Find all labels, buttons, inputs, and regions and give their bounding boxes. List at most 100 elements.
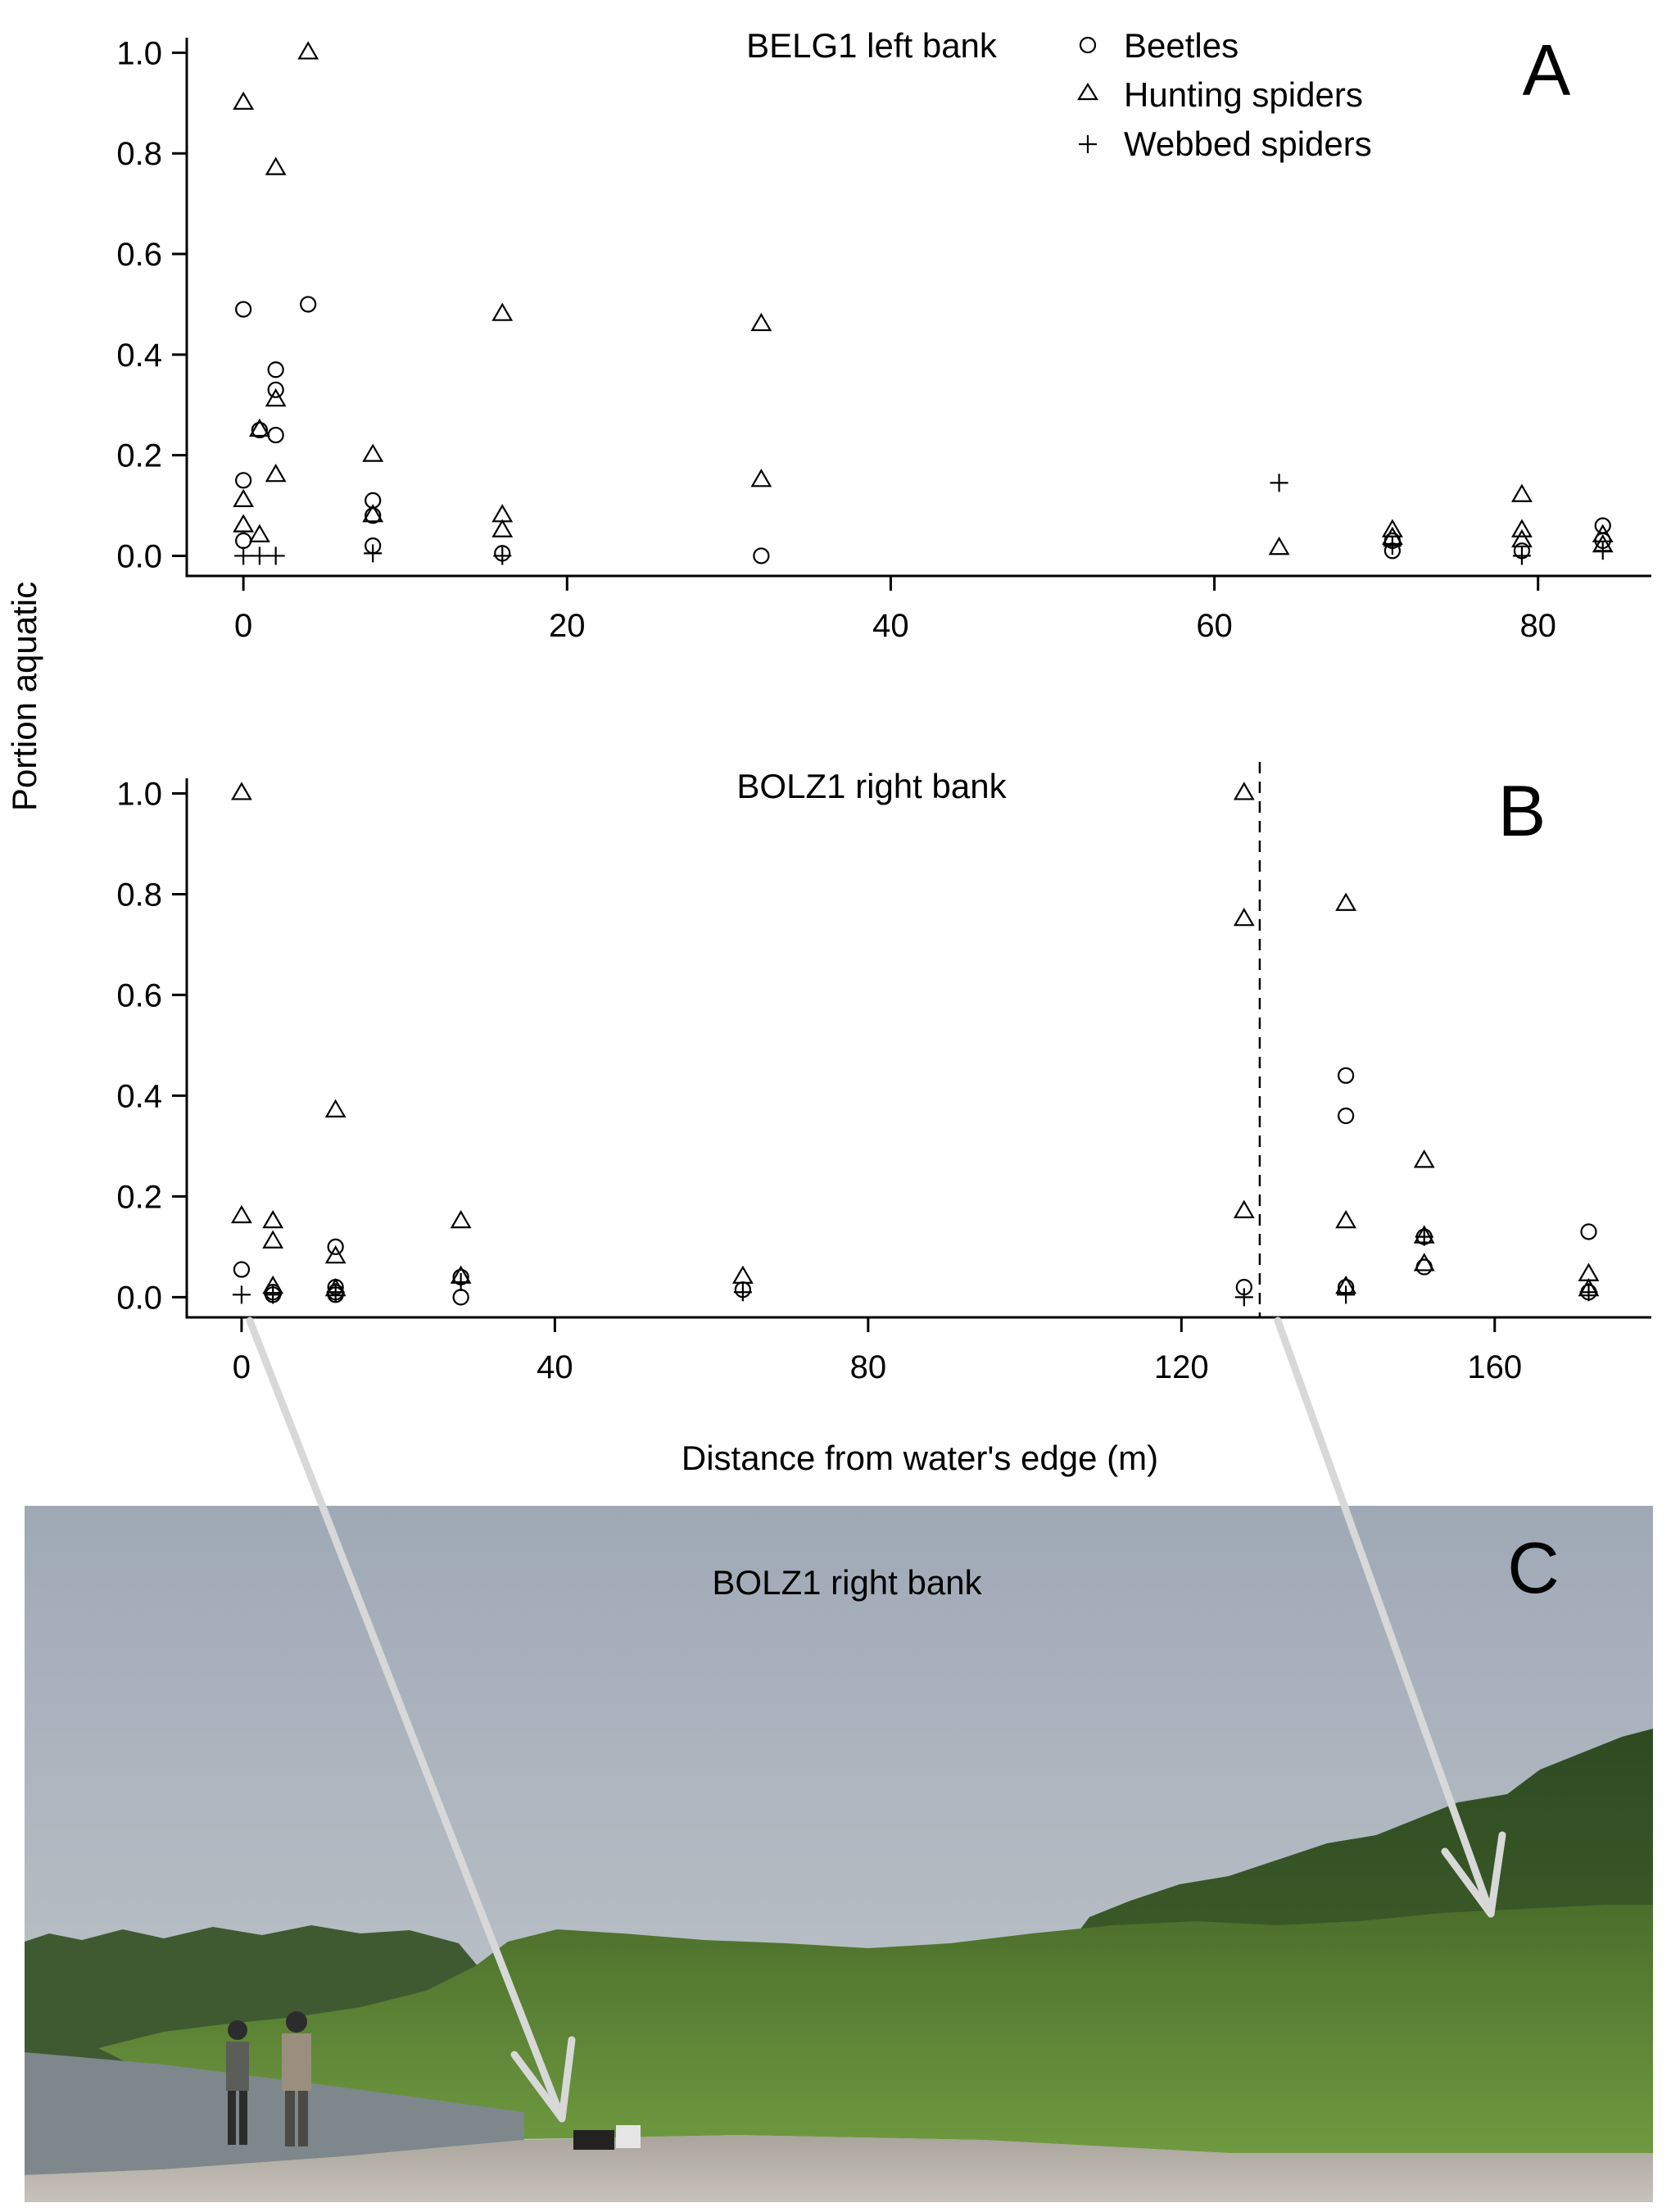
hunting-spiders-point bbox=[265, 388, 287, 407]
panel-a-x-ticks: 0 20 40 60 80 bbox=[234, 576, 1556, 644]
webbed-spiders-point bbox=[1270, 474, 1288, 492]
beetles-point bbox=[235, 532, 252, 550]
hunting-spiders-point bbox=[1592, 524, 1614, 542]
panel-a-title: BELG1 left bank bbox=[746, 26, 998, 65]
webbed-spiders-point bbox=[733, 1283, 752, 1302]
webbed-spiders-point bbox=[451, 1272, 470, 1291]
y-tick-label: 0.4 bbox=[116, 1078, 162, 1114]
hunting-spiders-point bbox=[1511, 528, 1533, 548]
y-tick-label: 0.0 bbox=[116, 1280, 162, 1316]
y-axis-title: Portion aquatic bbox=[5, 582, 43, 811]
hunting-spiders-point bbox=[1233, 907, 1255, 927]
panel-b-marks bbox=[231, 782, 1600, 1307]
hunting-spiders-point bbox=[1578, 1262, 1600, 1281]
beetles-point bbox=[1580, 1223, 1597, 1240]
beetles-point bbox=[251, 421, 269, 439]
hunting-spiders-point bbox=[491, 302, 514, 321]
hunting-spiders-point bbox=[491, 504, 514, 523]
webbed-spiders-point bbox=[1415, 1227, 1433, 1246]
beetles-point bbox=[267, 361, 284, 378]
hunting-spiders-point bbox=[362, 443, 384, 462]
panel-a-y-ticks: 0.0 0.2 0.4 0.6 0.8 1.0 bbox=[116, 35, 187, 574]
hunting-spiders-point bbox=[362, 504, 384, 523]
beetles-point bbox=[452, 1289, 469, 1306]
photo-people bbox=[226, 2011, 311, 2146]
photo-gravel-bar bbox=[25, 2135, 1653, 2202]
panel-c-letter: C bbox=[1507, 1527, 1560, 1608]
x-tick-label: 40 bbox=[872, 608, 909, 644]
y-tick-label: 0.6 bbox=[116, 237, 162, 273]
hunting-spiders-point bbox=[1511, 483, 1533, 502]
webbed-spiders-point bbox=[1512, 546, 1531, 565]
hunting-spiders-point bbox=[265, 464, 287, 483]
hunting-spiders-point bbox=[248, 524, 270, 542]
beetles-point bbox=[235, 301, 252, 318]
webbed-spiders-point bbox=[1337, 1285, 1356, 1304]
hunting-spiders-point bbox=[1413, 1149, 1435, 1168]
beetles-point bbox=[300, 296, 317, 313]
webbed-spiders-point bbox=[364, 544, 383, 563]
y-tick-label: 1.0 bbox=[116, 35, 162, 71]
beetles-point bbox=[1338, 1067, 1355, 1084]
panel-b-chart: 0.0 0.2 0.4 0.6 0.8 1.0 0 40 80 120 160 BOLZ1 rig… bbox=[116, 762, 1651, 1385]
panel-a-letter: A bbox=[1523, 29, 1571, 111]
panel-a-marks bbox=[233, 41, 1614, 565]
hunting-spiders-point bbox=[233, 488, 255, 507]
hunting-spiders-point bbox=[1381, 519, 1403, 537]
hunting-spiders-point bbox=[233, 91, 255, 110]
beetles-point bbox=[235, 472, 252, 489]
arrow-to-forest-edge-head bbox=[1441, 1831, 1506, 1918]
hunting-spiders-point bbox=[262, 1230, 284, 1249]
webbed-spiders-point bbox=[266, 546, 285, 565]
arrow-to-waters-edge-head bbox=[510, 2036, 576, 2123]
panel-b-y-ticks: 0.0 0.2 0.4 0.6 0.8 1.0 bbox=[116, 776, 187, 1316]
hunting-spiders-point bbox=[265, 156, 287, 175]
hunting-spiders-point bbox=[1511, 519, 1533, 537]
webbed-spiders-point bbox=[234, 546, 253, 565]
hunting-spiders-point bbox=[450, 1209, 472, 1229]
x-tick-label: 80 bbox=[850, 1349, 887, 1385]
x-tick-label: 120 bbox=[1154, 1349, 1209, 1385]
legend-beetles-label: Beetles bbox=[1124, 26, 1239, 65]
hunting-spiders-point bbox=[297, 41, 319, 60]
beetles-point bbox=[267, 381, 284, 398]
arrow-to-forest-edge bbox=[1274, 1317, 1495, 1918]
legend-beetles-marker bbox=[1079, 36, 1097, 54]
webbed-spiders-point bbox=[232, 1285, 251, 1304]
legend-hunting-spiders-marker bbox=[1077, 82, 1098, 101]
hunting-spiders-point bbox=[1335, 892, 1357, 911]
webbed-spiders-point bbox=[1579, 1283, 1598, 1302]
hunting-spiders-point bbox=[1335, 1209, 1357, 1229]
legend-webbed-spiders-label: Webbed spiders bbox=[1124, 125, 1372, 163]
x-tick-label: 80 bbox=[1519, 608, 1556, 644]
hunting-spiders-point bbox=[1233, 1199, 1255, 1218]
hunting-spiders-point bbox=[231, 782, 252, 800]
x-axis-title: Distance from water's edge (m) bbox=[682, 1439, 1158, 1477]
beetles-point bbox=[267, 426, 284, 444]
panel-b-letter: B bbox=[1498, 770, 1546, 851]
beetles-point bbox=[365, 507, 382, 524]
panel-b-title: BOLZ1 right bank bbox=[736, 767, 1007, 805]
hunting-spiders-point bbox=[1268, 537, 1290, 555]
hunting-spiders-point bbox=[231, 1204, 252, 1224]
panel-a-axes bbox=[185, 38, 1651, 578]
hunting-spiders-point bbox=[324, 1099, 346, 1117]
webbed-spiders-point bbox=[1383, 537, 1402, 555]
webbed-spiders-point bbox=[250, 546, 269, 565]
panel-b-axes bbox=[185, 778, 1651, 1319]
x-tick-label: 0 bbox=[233, 1349, 251, 1385]
hunting-spiders-point bbox=[324, 1245, 346, 1264]
photo-vegetation bbox=[98, 1905, 1653, 2153]
panel-a-chart: 0.0 0.2 0.4 0.6 0.8 1.0 0 20 40 60 80 BELG1 left … bbox=[116, 26, 1651, 644]
y-tick-label: 0.4 bbox=[116, 338, 162, 374]
webbed-spiders-point bbox=[326, 1283, 345, 1302]
panel-c-title: BOLZ1 right bank bbox=[712, 1563, 982, 1602]
hunting-spiders-point bbox=[233, 514, 255, 533]
photo-field-gear bbox=[573, 2125, 641, 2150]
webbed-spiders-point bbox=[264, 1285, 283, 1304]
webbed-spiders-point bbox=[1593, 542, 1612, 560]
y-tick-label: 0.8 bbox=[116, 136, 162, 172]
webbed-spiders-point bbox=[493, 546, 512, 565]
y-tick-label: 1.0 bbox=[116, 776, 162, 812]
